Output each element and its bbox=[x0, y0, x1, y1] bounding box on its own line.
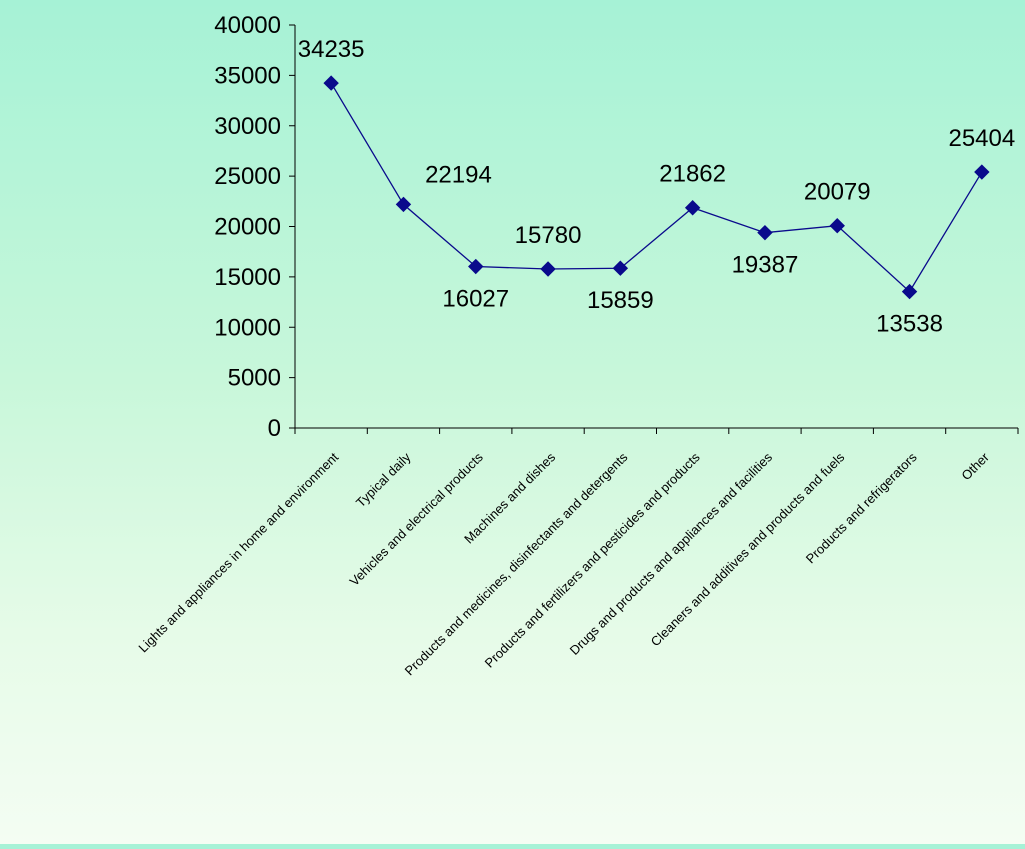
data-point-marker bbox=[612, 260, 629, 276]
data-point-marker bbox=[323, 75, 339, 91]
data-label: 15859 bbox=[587, 287, 654, 314]
data-point-marker bbox=[901, 283, 918, 300]
x-category-label: Vehicles and electrical products bbox=[346, 449, 486, 589]
data-point-marker bbox=[395, 196, 412, 213]
data-point-marker bbox=[684, 200, 701, 216]
chart-axes bbox=[294, 25, 1018, 429]
y-tick-label: 40000 bbox=[214, 12, 281, 39]
data-point-marker bbox=[829, 217, 845, 234]
y-axis-ticks: 0 5000 10000 15000 20000 25000 30000 35000 40000 bbox=[214, 12, 295, 442]
y-tick-label: 15000 bbox=[214, 264, 281, 291]
x-category-label: Other bbox=[958, 449, 992, 483]
y-tick-label: 5000 bbox=[228, 365, 281, 392]
y-tick-label: 30000 bbox=[214, 113, 281, 140]
data-label: 34235 bbox=[298, 36, 365, 63]
y-tick-label: 0 bbox=[268, 415, 281, 442]
data-point-marker bbox=[468, 258, 484, 275]
x-category-label: Lights and appliances in home and enviro… bbox=[135, 449, 341, 655]
data-label: 21862 bbox=[659, 161, 726, 188]
data-labels: 34235 22194 16027 15780 15859 21862 19387 20079… bbox=[298, 36, 1015, 338]
data-label: 15780 bbox=[515, 222, 582, 249]
data-point-marker bbox=[974, 164, 990, 180]
x-axis-ticks bbox=[294, 428, 1019, 434]
x-category-label: Typical daily bbox=[353, 449, 414, 510]
data-label: 19387 bbox=[732, 252, 799, 279]
data-label: 25404 bbox=[948, 125, 1015, 152]
data-label: 13538 bbox=[876, 311, 943, 338]
y-tick-label: 25000 bbox=[214, 163, 281, 190]
series-layer bbox=[323, 75, 990, 300]
category-labels: Lights and appliances in home and enviro… bbox=[135, 449, 992, 678]
data-point-marker bbox=[757, 224, 773, 241]
y-tick-label: 35000 bbox=[214, 62, 281, 89]
data-label: 22194 bbox=[425, 161, 492, 188]
y-tick-label: 20000 bbox=[214, 214, 281, 241]
data-point-marker bbox=[540, 261, 556, 277]
y-tick-label: 10000 bbox=[214, 314, 281, 341]
data-label: 16027 bbox=[442, 286, 509, 313]
data-label: 20079 bbox=[804, 179, 871, 206]
series-line bbox=[330, 82, 983, 293]
